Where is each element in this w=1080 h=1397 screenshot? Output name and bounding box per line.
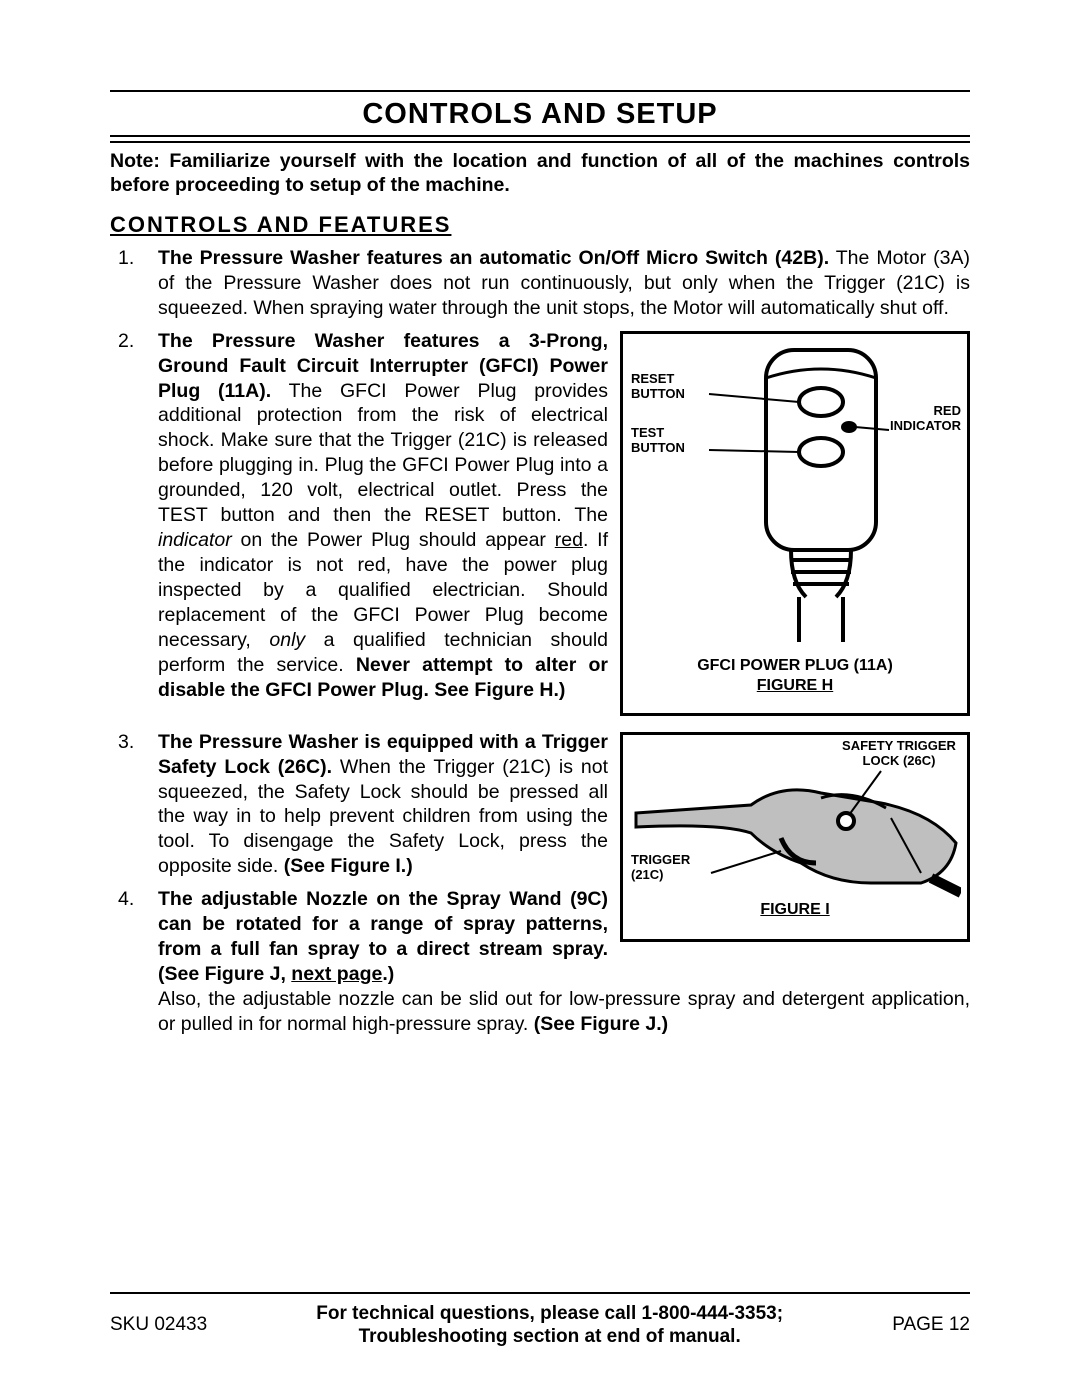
list-item: RESET BUTTON TEST BUTTON RED INDICATOR G… xyxy=(110,329,970,722)
title-rule-wrap: CONTROLS AND SETUP xyxy=(110,90,970,143)
footer-mid2: Troubleshooting section at end of manual… xyxy=(359,1326,741,1347)
item2-p1f: only xyxy=(269,629,305,651)
page-title: CONTROLS AND SETUP xyxy=(110,96,970,135)
section-subtitle: CONTROLS AND FEATURES xyxy=(110,212,970,238)
item2-p1d: red xyxy=(555,529,583,551)
footer-mid: For technical questions, please call 1-8… xyxy=(207,1302,892,1350)
footer-sku: SKU 02433 xyxy=(110,1314,207,1336)
item2-p1b: indicator xyxy=(158,529,232,551)
figh-red-label: RED INDICATOR xyxy=(881,404,961,434)
figi-trigger-label: TRIGGER (21C) xyxy=(631,853,711,883)
item1-lead: The Pressure Washer features an automati… xyxy=(158,247,829,269)
page-footer: SKU 02433 For technical questions, pleas… xyxy=(110,1292,970,1350)
title-rule-inner: CONTROLS AND SETUP xyxy=(110,96,970,137)
item4-see: (See Figure J.) xyxy=(534,1013,668,1035)
footer-mid1: For technical questions, please call 1-8… xyxy=(316,1303,783,1324)
item4-np: next page xyxy=(291,963,382,985)
list-item: SAFETY TRIGGER LOCK (26C) TRIGGER (21C) … xyxy=(110,730,970,880)
list-item: The Pressure Washer features an automati… xyxy=(110,246,970,321)
item2-p1c: on the Power Plug should appear xyxy=(232,529,555,551)
figh-reset-label: RESET BUTTON xyxy=(631,372,701,402)
figh-caption1: GFCI POWER PLUG (11A) xyxy=(631,656,959,676)
list-item: The adjustable Nozzle on the Spray Wand … xyxy=(110,887,970,1037)
footer-page: PAGE 12 xyxy=(892,1314,970,1336)
feature-list: The Pressure Washer features an automati… xyxy=(110,246,970,1037)
figure-h-box: RESET BUTTON TEST BUTTON RED INDICATOR G… xyxy=(620,331,970,716)
note-text: Note: Familiarize yourself with the loca… xyxy=(110,149,970,198)
item4-npend: .) xyxy=(382,963,394,985)
item3-see: (See Figure I.) xyxy=(284,855,413,877)
figh-caption2: FIGURE H xyxy=(631,676,959,696)
figh-test-label: TEST BUTTON xyxy=(631,426,701,456)
figi-safety-label: SAFETY TRIGGER LOCK (26C) xyxy=(839,739,959,769)
